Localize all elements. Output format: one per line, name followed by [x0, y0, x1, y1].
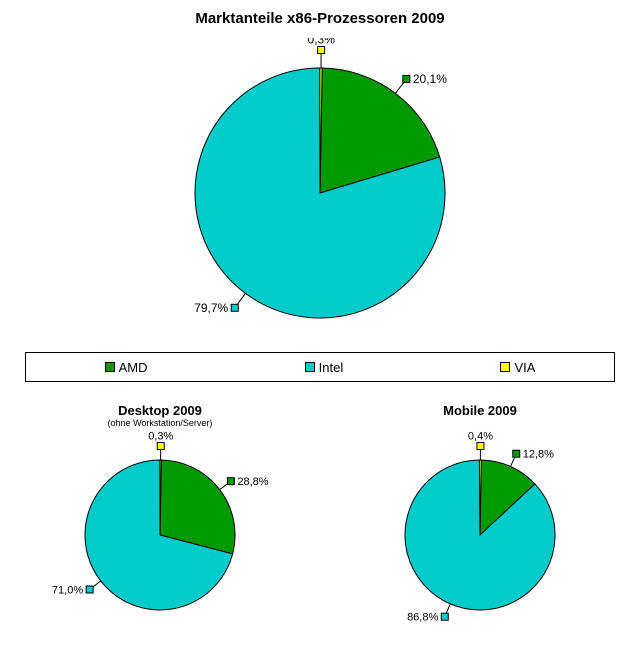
legend-label-intel: Intel — [319, 360, 344, 375]
label-marker — [403, 76, 410, 83]
label-marker — [86, 586, 93, 593]
main-pie-chart: 20,1% 79,7% 0,3% — [145, 38, 495, 342]
legend-swatch-intel — [305, 362, 315, 372]
pie-label-amd: 28,8% — [237, 476, 268, 488]
legend-item-via: VIA — [500, 360, 535, 375]
pie-label-amd: 20,1% — [413, 72, 447, 86]
pie-label-via: 0,3% — [148, 431, 173, 443]
pie-label-intel: 79,7% — [194, 301, 228, 315]
legend-label-via: VIA — [514, 360, 535, 375]
legend-item-intel: Intel — [305, 360, 344, 375]
legend-swatch-via — [500, 362, 510, 372]
pie-label-intel: 71,0% — [52, 584, 83, 596]
label-marker — [318, 47, 325, 54]
mobile-pie-chart: 12,8% 86,8% 0,4% — [350, 430, 610, 650]
legend-swatch-amd — [105, 362, 115, 372]
desktop-chart-subtitle: (ohne Workstation/Server) — [0, 418, 320, 428]
label-marker — [477, 443, 484, 450]
main-chart-title: Marktanteile x86-Prozessoren 2009 — [0, 10, 640, 27]
label-marker — [231, 304, 238, 311]
pie-label-via: 0,3% — [308, 38, 336, 47]
legend-label-amd: AMD — [119, 360, 148, 375]
label-marker — [157, 443, 164, 450]
pie-label-amd: 12,8% — [523, 449, 554, 461]
pie-label-intel: 86,8% — [407, 612, 438, 624]
legend-item-amd: AMD — [105, 360, 148, 375]
label-marker — [227, 478, 234, 485]
page-root: Marktanteile x86-Prozessoren 2009 20,1% 7… — [0, 0, 640, 666]
pie-label-via: 0,4% — [468, 431, 493, 443]
label-marker — [513, 450, 520, 457]
desktop-pie-chart: 28,8% 71,0% 0,3% — [30, 430, 290, 650]
desktop-chart-title: Desktop 2009 — [0, 403, 320, 418]
label-marker — [441, 613, 448, 620]
mobile-pie-svg: 12,8% 86,8% 0,4% — [350, 430, 610, 650]
mobile-chart-title: Mobile 2009 — [320, 403, 640, 418]
desktop-pie-svg: 28,8% 71,0% 0,3% — [30, 430, 290, 650]
legend: AMD Intel VIA — [25, 352, 615, 382]
main-pie-svg: 20,1% 79,7% 0,3% — [145, 38, 495, 342]
